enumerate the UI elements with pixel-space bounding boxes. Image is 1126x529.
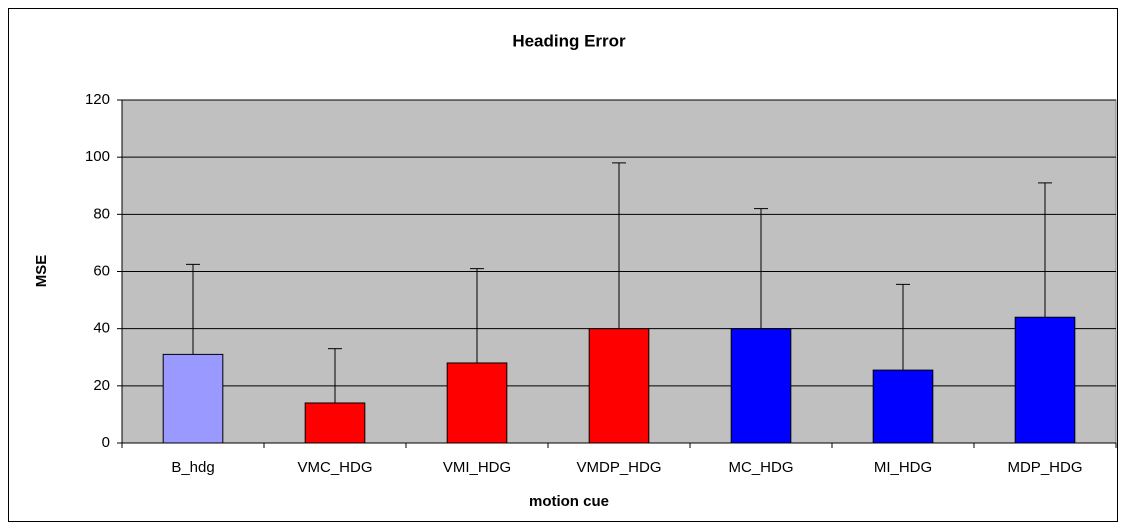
y-tick-label: 40 — [93, 320, 110, 337]
chart-title: Heading Error — [512, 31, 626, 50]
y-tick-label: 20 — [93, 377, 110, 394]
x-tick-label: MDP_HDG — [1007, 459, 1082, 476]
bar — [446, 362, 508, 444]
bar — [304, 402, 366, 444]
x-tick-label: MC_HDG — [728, 459, 793, 476]
x-tick-label: VMC_HDG — [297, 459, 372, 476]
y-tick-label: 0 — [102, 434, 110, 451]
y-axis-label: MSE — [33, 255, 50, 288]
bar — [162, 353, 224, 444]
bar — [730, 328, 792, 444]
y-tick-label: 120 — [85, 91, 110, 108]
x-axis-label: motion cue — [529, 493, 609, 510]
y-tick-label: 100 — [85, 148, 110, 165]
y-tick-label: 80 — [93, 205, 110, 222]
x-tick-label: VMI_HDG — [443, 459, 511, 476]
bar — [588, 328, 650, 444]
y-tick-label: 60 — [93, 262, 110, 279]
x-tick-label: B_hdg — [171, 459, 214, 476]
bar — [1014, 316, 1076, 444]
x-tick-label: MI_HDG — [874, 459, 932, 476]
bar — [872, 369, 934, 444]
x-tick-label: VMDP_HDG — [576, 459, 661, 476]
